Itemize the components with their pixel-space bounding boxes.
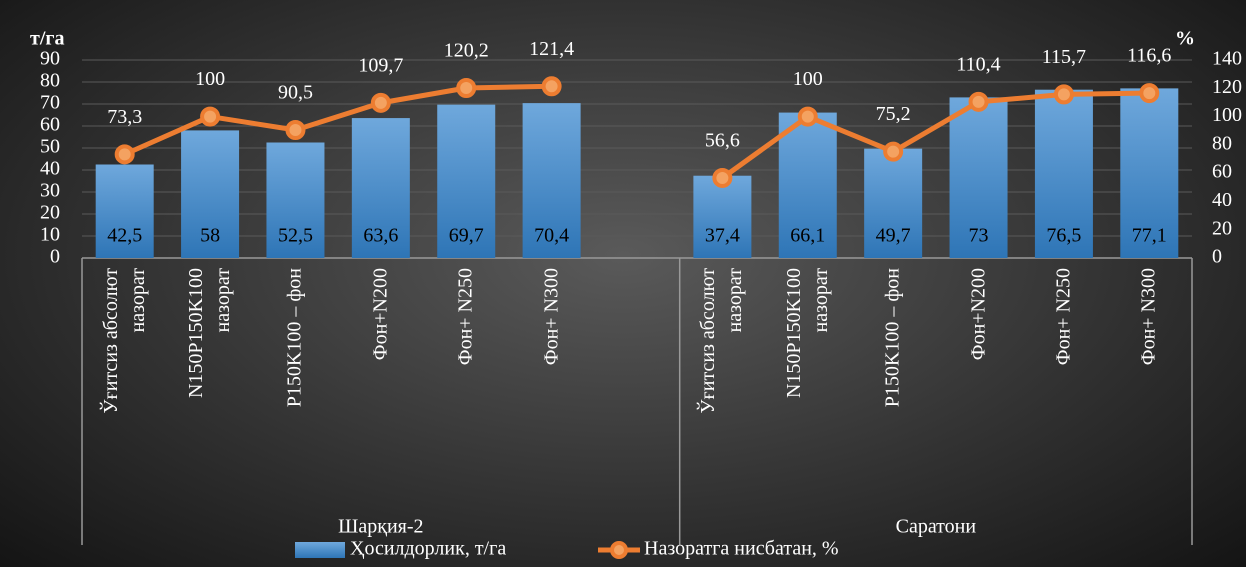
line: [123, 83, 552, 157]
bar: [266, 142, 325, 258]
line-marker: [370, 92, 391, 113]
y2-tick-label: 100: [1212, 104, 1242, 126]
bar-value-label: 52,5: [278, 225, 313, 247]
y2-tick-label: 40: [1212, 189, 1232, 211]
x-tick-label: Ўғитсиз абсолют назорат: [697, 268, 747, 414]
group-label: Шарқия-2: [338, 516, 423, 538]
bar-value-label: 69,7: [449, 225, 484, 247]
y-tick-label: 90: [40, 48, 60, 70]
x-tick-label: Ўғитсиз абсолют назорат: [99, 268, 149, 414]
x-tick-label: P150K100 – фон: [283, 268, 306, 408]
line-marker: [797, 106, 818, 127]
x-tick-label: N150P150K100 назорат: [782, 268, 832, 399]
bar: [864, 148, 923, 258]
y2-tick-label: 80: [1212, 132, 1232, 154]
bar: [95, 164, 154, 258]
line-value-label: 116,6: [1127, 45, 1171, 67]
y2-axis-title: %: [1175, 28, 1195, 50]
line-value-label: 73,3: [107, 106, 142, 128]
x-tick-label: Фон+ N250: [1052, 268, 1075, 366]
group-label: Саратони: [896, 516, 977, 538]
x-tick-label: Фон+ N300: [1137, 268, 1160, 366]
x-tick-label: Фон+ N300: [540, 268, 563, 366]
line-value-label: 109,7: [358, 54, 403, 76]
line-value-label: 120,2: [444, 40, 489, 62]
bar-value-label: 37,4: [705, 225, 740, 247]
bar-value-label: 63,6: [363, 225, 398, 247]
bar: [181, 130, 240, 258]
line-marker: [114, 144, 135, 165]
line-value-label: 121,4: [529, 38, 574, 60]
line-value-label: 110,4: [956, 53, 1000, 75]
legend-label: Ҳосилдорлик, т/га: [350, 538, 506, 560]
y2-tick-label: 120: [1212, 76, 1242, 98]
y2-tick-label: 60: [1212, 161, 1232, 183]
line-marker: [1139, 83, 1160, 104]
x-tick-label: Фон+N200: [369, 268, 392, 361]
legend-swatch: [295, 542, 345, 558]
line-marker: [456, 78, 477, 99]
line-value-label: 56,6: [705, 130, 740, 152]
x-tick-label: P150K100 – фон: [881, 268, 904, 408]
bar-value-label: 76,5: [1046, 225, 1081, 247]
x-tick-label: N150P150K100 назорат: [185, 268, 235, 399]
line: [720, 90, 1150, 180]
y-axis-title: т/га: [30, 28, 64, 50]
y2-tick-label: 140: [1212, 48, 1242, 70]
bar: [949, 97, 1008, 259]
line-marker: [200, 106, 221, 127]
y-tick-label: 30: [40, 180, 60, 202]
bar: [437, 104, 496, 258]
line-value-label: 115,7: [1042, 46, 1086, 68]
x-tick-label: Фон+N200: [967, 268, 990, 361]
bar-value-label: 73: [969, 225, 989, 247]
bar: [522, 103, 581, 259]
bar-value-label: 42,5: [107, 225, 142, 247]
y2-tick-label: 20: [1212, 217, 1232, 239]
bar-value-label: 77,1: [1132, 225, 1167, 247]
y-tick-label: 20: [40, 202, 60, 224]
y2-tick-label: 0: [1212, 246, 1222, 268]
bar-value-label: 66,1: [790, 225, 825, 247]
line-marker: [1053, 84, 1074, 105]
line-value-label: 75,2: [876, 103, 911, 125]
line-value-label: 100: [793, 68, 823, 90]
y-tick-label: 80: [40, 70, 60, 92]
bar: [1120, 88, 1179, 258]
line-marker: [285, 120, 306, 141]
bar: [693, 175, 752, 258]
y-tick-label: 0: [50, 246, 60, 268]
line-marker: [968, 91, 989, 112]
bar-value-label: 70,4: [534, 225, 569, 247]
bar: [778, 112, 837, 258]
bar: [1034, 89, 1093, 258]
y-tick-label: 10: [40, 224, 60, 246]
bar-value-label: 58: [200, 225, 220, 247]
y-tick-label: 50: [40, 136, 60, 158]
legend-swatch: [610, 541, 628, 559]
line-value-label: 100: [195, 68, 225, 90]
bar: [351, 118, 410, 258]
line-value-label: 90,5: [278, 82, 313, 104]
y-tick-label: 40: [40, 158, 60, 180]
line-marker: [712, 167, 733, 188]
line-marker: [883, 141, 904, 162]
x-tick-label: Фон+ N250: [454, 268, 477, 366]
legend-label: Назоратга нисбатан, %: [644, 538, 839, 560]
y-tick-label: 60: [40, 114, 60, 136]
bar-value-label: 49,7: [876, 225, 911, 247]
y-tick-label: 70: [40, 92, 60, 114]
line-marker: [541, 76, 562, 97]
